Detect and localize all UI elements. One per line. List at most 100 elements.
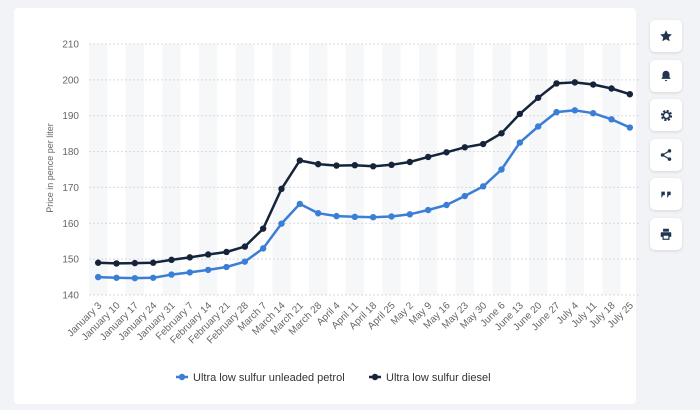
data-point[interactable] [278,185,285,193]
data-point[interactable] [131,259,139,267]
data-point[interactable] [589,110,597,117]
data-point[interactable] [461,144,469,151]
price-line-chart: 140 150 160 170 180 190 200 210 Price in pence … [45,40,639,384]
star-icon [660,30,672,42]
data-point[interactable] [571,79,579,86]
bell-icon [661,70,671,81]
data-point[interactable] [333,212,340,220]
data-point[interactable] [406,211,414,218]
data-point[interactable] [443,201,450,209]
data-point[interactable] [186,254,194,261]
grid-band [345,44,364,295]
data-point[interactable] [388,161,395,169]
data-point[interactable] [461,192,469,200]
data-point[interactable] [204,266,212,274]
share-button[interactable] [650,138,682,171]
grid-bands [89,44,621,295]
data-point[interactable] [369,213,377,221]
data-point[interactable] [626,124,634,131]
y-tick-label: 140 [62,291,79,302]
series-2 [94,79,634,267]
y-tick-label: 150 [62,255,79,266]
data-point[interactable] [553,80,560,87]
grid-band [565,44,584,295]
data-point[interactable] [571,107,579,114]
data-point[interactable] [608,116,615,123]
data-point[interactable] [388,213,395,220]
data-point[interactable] [168,256,175,264]
data-point[interactable] [369,163,377,170]
data-point[interactable] [259,225,267,232]
data-point[interactable] [498,166,505,173]
grid-band [419,44,438,295]
data-point[interactable] [186,269,194,276]
data-point[interactable] [424,153,432,161]
favorite-button[interactable] [650,20,682,52]
data-point[interactable] [589,81,597,88]
share-icon [660,148,672,161]
data-point[interactable] [626,91,634,98]
grid-band [602,44,621,295]
gear-icon [660,109,672,121]
y-axis-ticks: 140 150 160 170 180 190 200 210 [62,40,79,302]
data-point[interactable] [406,158,414,166]
data-point[interactable] [443,149,450,156]
legend-marker [371,373,379,381]
legend-marker [178,373,186,381]
y-axis-label: Price in pence per liter [45,123,55,213]
data-point[interactable] [333,162,340,169]
y-tick-label: 160 [62,219,79,230]
series-1 [94,107,634,282]
legend-label[interactable]: Ultra low sulfur diesel [386,372,491,384]
data-point[interactable] [516,110,524,118]
y-tick-label: 170 [62,183,79,194]
data-point[interactable] [149,259,157,266]
grid-band [199,44,218,295]
data-point[interactable] [534,94,542,101]
data-point[interactable] [479,183,487,190]
data-point[interactable] [149,274,157,281]
grid-band [235,44,254,295]
data-point[interactable] [278,220,285,227]
data-point[interactable] [113,274,120,281]
data-point[interactable] [424,206,432,214]
print-button[interactable] [650,217,682,250]
data-point[interactable] [296,157,304,164]
data-point[interactable] [314,160,322,168]
legend-label[interactable]: Ultra low sulfur unleaded petrol [193,372,345,384]
y-tick-label: 200 [62,75,79,86]
data-point[interactable] [351,161,359,169]
data-point[interactable] [168,271,175,278]
grid-band [309,44,328,295]
data-point[interactable] [223,248,230,256]
data-point[interactable] [113,260,120,267]
data-point[interactable] [296,200,304,208]
toolbar [650,20,682,257]
data-point[interactable] [498,130,505,137]
data-point[interactable] [241,258,249,265]
data-point[interactable] [608,85,615,92]
data-point[interactable] [241,243,249,250]
data-point[interactable] [223,263,230,271]
data-point[interactable] [314,210,322,217]
data-point[interactable] [479,140,487,148]
data-point[interactable] [259,245,267,252]
grid-band [162,44,181,295]
data-point[interactable] [553,108,560,116]
data-point[interactable] [94,259,102,266]
y-tick-label: 180 [62,147,79,158]
quote-icon [661,191,671,198]
grid-band [455,44,474,295]
settings-button[interactable] [650,99,682,131]
grid-band [272,44,291,295]
data-point[interactable] [131,274,139,282]
series-lines [94,79,634,282]
notification-button[interactable] [650,59,682,92]
data-point[interactable] [94,273,102,281]
data-point[interactable] [516,139,524,146]
data-point[interactable] [534,123,542,130]
data-point[interactable] [204,251,212,258]
cite-button[interactable] [650,178,682,210]
data-point[interactable] [351,213,359,221]
